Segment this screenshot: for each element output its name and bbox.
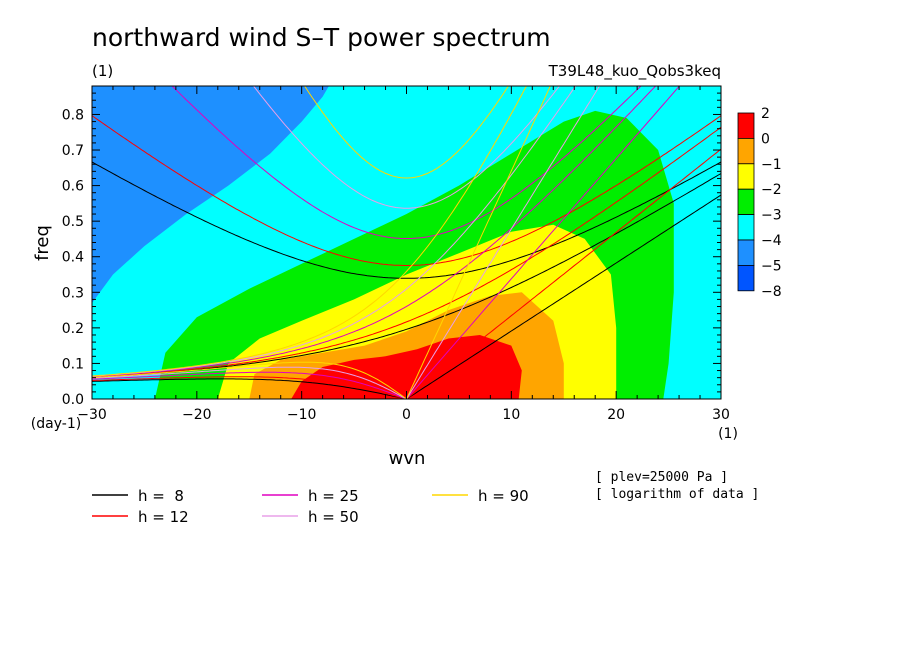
curve-h12-kelvin [406, 148, 721, 399]
colorbar-label: 0 [761, 131, 770, 147]
x-tick-label: −20 [182, 407, 212, 423]
legend-label-h12: h = 12 [138, 508, 189, 526]
legend-label-h90: h = 90 [478, 487, 529, 505]
x-axis-label: wvn [389, 448, 426, 469]
x-tick-label: −10 [287, 407, 317, 423]
curve-h25-ig [171, 86, 642, 240]
colorbar-label: 2 [761, 106, 770, 122]
curve-h8-er [92, 378, 407, 399]
curve-h12-mrg [92, 126, 721, 378]
dispersion-curves [92, 86, 721, 399]
curve-h50-mrg [92, 86, 577, 377]
chart-title: northward wind S–T power spectrum [92, 23, 551, 52]
x-unit-label: (1) [718, 426, 738, 442]
curve-h25-kelvin [406, 86, 681, 399]
y-tick-label: 0.4 [62, 250, 84, 266]
legend-label-h8: h = 8 [138, 487, 184, 505]
colorbar-swatch [737, 137, 755, 165]
y-axis: 0.0 0.1 0.2 0.3 0.4 0.5 0.6 0.7 0.8 [62, 92, 721, 408]
y-tick-label: 0.6 [62, 179, 84, 195]
colorbar-label: −4 [761, 233, 782, 249]
legend-label-h50: h = 50 [308, 508, 359, 526]
curve-h8-kelvin [406, 194, 721, 399]
chart-subtitle-left: (1) [92, 62, 113, 80]
colorbar-label: −1 [761, 157, 782, 173]
y-unit-label: (day-1) [31, 416, 81, 432]
colorbar-swatch [737, 264, 755, 292]
y-axis-label: freq [32, 225, 53, 261]
legend-label-h25: h = 25 [308, 487, 359, 505]
curve-h12-ig [92, 115, 721, 266]
colorbar-label: −2 [761, 182, 782, 198]
colorbar-swatch [737, 112, 755, 139]
curve-h90-mrg [92, 86, 528, 377]
note-plev: [ plev=25000 Pa ] [595, 470, 728, 485]
curve-h90-ig [304, 86, 509, 179]
y-tick-label: 0.5 [62, 214, 84, 230]
x-tick-label: 0 [402, 407, 411, 423]
band-gt-0 [291, 335, 522, 399]
x-tick-label: −30 [77, 407, 107, 423]
colorbar-label: −8 [761, 284, 782, 300]
note-log: [ logarithm of data ] [595, 487, 759, 502]
chart-subtitle-right: T39L48_kuo_Qobs3keq [548, 62, 721, 81]
y-tick-label: 0.7 [62, 143, 84, 159]
colorbar-swatch [737, 239, 755, 266]
colorbar-label: −3 [761, 208, 782, 224]
y-tick-label: 0.1 [62, 356, 84, 372]
curve-h25-mrg [92, 86, 657, 378]
curve-h25-er [92, 371, 407, 399]
curve-h50-kelvin [406, 86, 601, 399]
curve-h90-er [92, 361, 407, 399]
y-tick-label: 0.3 [62, 285, 84, 301]
curve-h50-er [92, 366, 407, 399]
colorbar: 2 0 −1 −2 −3 −4 −5 −8 [737, 106, 782, 300]
x-tick-label: 10 [502, 407, 520, 423]
curve-h50-ig [252, 86, 561, 209]
y-tick-label: 0.8 [62, 107, 84, 123]
x-tick-label: 30 [712, 407, 730, 423]
spectrum-bands [92, 86, 721, 399]
y-tick-label: 0.2 [62, 321, 84, 337]
curve-h8-ig [92, 161, 721, 279]
colorbar-swatch [737, 214, 755, 241]
curve-h90-kelvin [406, 86, 551, 399]
colorbar-swatch [737, 163, 755, 190]
colorbar-label: −5 [761, 258, 782, 274]
curve-legend: h = 8 h = 12 h = 25 h = 50 h = 90 [92, 487, 529, 526]
x-axis: −30 −20 −10 0 10 20 30 [77, 86, 730, 423]
x-tick-label: 20 [607, 407, 625, 423]
curve-h12-er [92, 376, 407, 399]
band-minus5-minus4 [92, 86, 329, 303]
colorbar-swatch [737, 188, 755, 215]
y-tick-label: 0.0 [62, 392, 84, 408]
